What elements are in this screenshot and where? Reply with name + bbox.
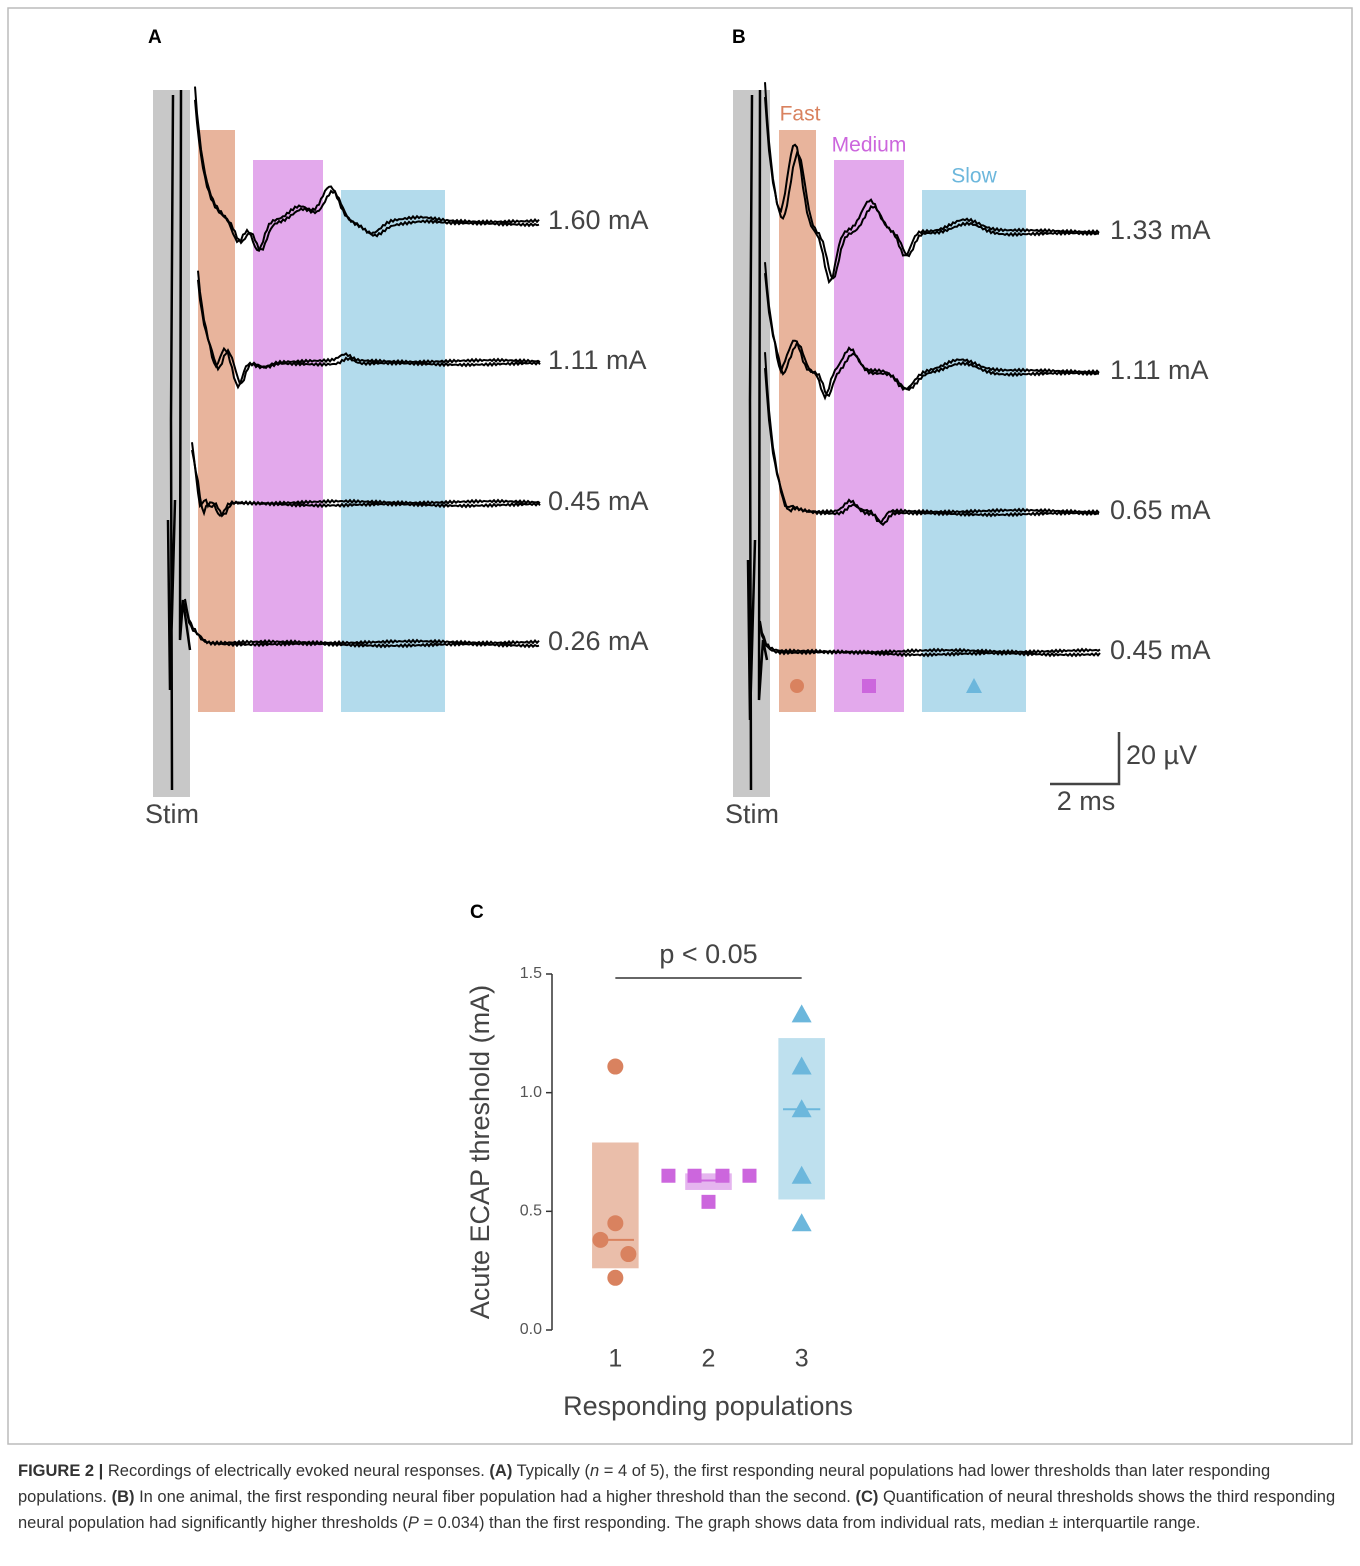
current-label: 1.33 mA xyxy=(1110,215,1211,245)
caption-run: (B) xyxy=(111,1488,135,1506)
fast-window xyxy=(779,130,816,712)
scale-bar xyxy=(1050,732,1121,786)
point xyxy=(661,1168,676,1183)
panel-label: B xyxy=(732,27,746,48)
fast-window xyxy=(198,130,235,712)
point xyxy=(701,1194,716,1209)
window-marker xyxy=(790,679,804,693)
significance-label: p < 0.05 xyxy=(659,939,757,969)
y-axis-label: Acute ECAP threshold (mA) xyxy=(465,985,495,1319)
point xyxy=(607,1215,624,1232)
trace xyxy=(759,620,1101,655)
point xyxy=(791,1213,812,1232)
current-label: 1.11 mA xyxy=(548,345,647,375)
window-label: Fast xyxy=(780,103,821,126)
trace xyxy=(764,262,1100,401)
current-label: 1.11 mA xyxy=(1110,355,1209,385)
point xyxy=(687,1168,702,1183)
caption-run: n xyxy=(589,1462,600,1480)
figure: A Stim 1.60 mA 1.11 mA 0.45 mA 0.26 mA B… xyxy=(7,7,1353,1445)
y-tick-label: 1.0 xyxy=(520,1084,542,1101)
x-tick-label: 1 xyxy=(608,1345,622,1373)
caption: FIGURE 2 | Recordings of electrically ev… xyxy=(18,1458,1343,1536)
traces xyxy=(759,82,1101,658)
stim-label: Stim xyxy=(145,799,199,829)
y-tick-label: 1.5 xyxy=(520,965,542,982)
x-axis-label: Responding populations xyxy=(563,1391,853,1421)
caption-run: (C) xyxy=(855,1488,879,1506)
trace xyxy=(764,273,1100,398)
scale-label: 2 ms xyxy=(1057,786,1116,816)
y-tick-label: 0.0 xyxy=(520,1321,542,1338)
caption-run: = 4 of 5), the first responding neural p… xyxy=(18,1462,1271,1506)
stim-label: Stim xyxy=(725,799,779,829)
x-tick-label: 3 xyxy=(795,1345,809,1373)
caption-run: (A) xyxy=(489,1462,513,1480)
trace xyxy=(764,82,1100,285)
current-label: 0.45 mA xyxy=(1110,635,1211,665)
medium-window xyxy=(253,160,323,712)
point xyxy=(791,1056,812,1075)
point xyxy=(607,1058,624,1075)
stim-artifact xyxy=(746,89,769,791)
y-tick-label: 0.5 xyxy=(520,1203,542,1220)
point xyxy=(715,1168,730,1183)
current-label: 0.26 mA xyxy=(548,626,649,656)
medium-window xyxy=(834,160,904,712)
figure-frame xyxy=(7,7,1353,1445)
trace xyxy=(764,97,1100,280)
caption-run: Recordings of electrically evoked neural… xyxy=(103,1462,490,1480)
window-label: Medium xyxy=(832,134,907,157)
slow-window xyxy=(922,190,1026,712)
caption-run: FIGURE 2 | xyxy=(18,1462,104,1480)
caption-run: = 0.034) than the first responding. The … xyxy=(418,1514,1201,1532)
caption-run: Quantification of neural thresholds show… xyxy=(18,1488,1336,1532)
trace xyxy=(764,368,1100,527)
point xyxy=(791,1099,812,1118)
trace xyxy=(759,624,1101,658)
trace xyxy=(197,270,541,390)
window-label: Slow xyxy=(951,165,997,188)
caption-run: Typically ( xyxy=(512,1462,590,1480)
panel-label: C xyxy=(470,902,484,923)
caption-run: In one animal, the first responding neur… xyxy=(134,1488,856,1506)
point xyxy=(742,1168,757,1183)
trace xyxy=(184,602,540,649)
stim-artifact xyxy=(166,89,192,791)
point xyxy=(791,1004,812,1023)
window-marker xyxy=(966,678,982,693)
current-label: 0.45 mA xyxy=(548,486,649,516)
point xyxy=(620,1246,637,1263)
x-tick-label: 2 xyxy=(702,1345,716,1373)
point xyxy=(791,1165,812,1184)
trace xyxy=(194,99,540,252)
caption-run: P xyxy=(407,1514,419,1532)
trace xyxy=(191,449,541,518)
slow-window xyxy=(341,190,445,712)
scale-label: 20 µV xyxy=(1126,740,1197,770)
point xyxy=(592,1231,609,1248)
traces xyxy=(184,86,541,649)
chart: 0.0 0.5 1.0 1.5 1 2 3 p < 0.05 xyxy=(520,939,825,1373)
trace xyxy=(197,279,541,386)
point xyxy=(607,1269,624,1286)
window-marker xyxy=(862,679,876,693)
panel-label: A xyxy=(148,27,162,48)
current-label: 1.60 mA xyxy=(548,205,649,235)
current-label: 0.65 mA xyxy=(1110,495,1211,525)
